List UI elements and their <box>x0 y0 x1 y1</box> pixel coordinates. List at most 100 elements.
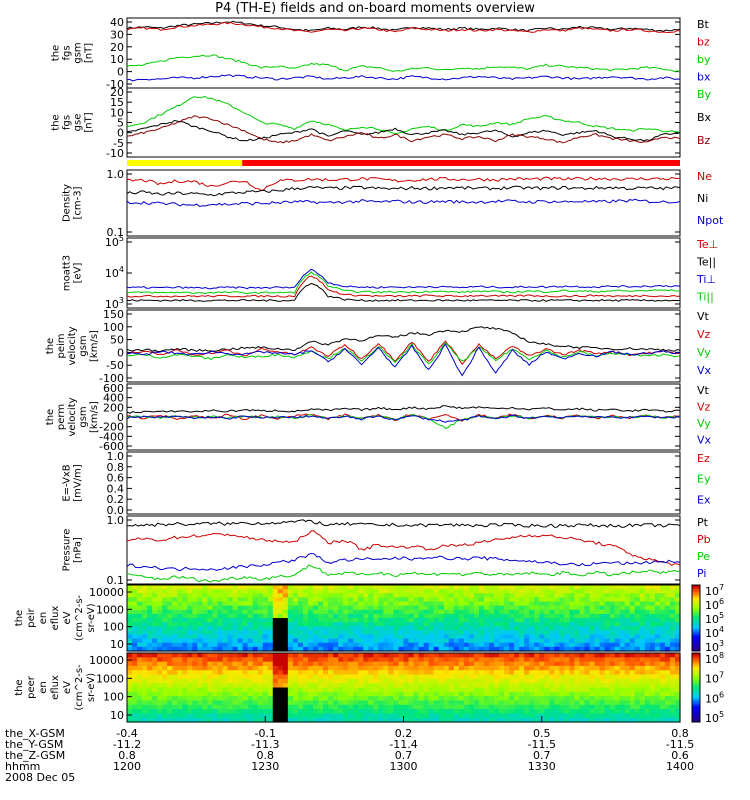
spectrogram-cell <box>227 585 234 590</box>
spectrogram-cell <box>172 683 178 689</box>
spectrogram-cell <box>333 646 339 652</box>
spectrogram-cell <box>393 704 400 710</box>
spectrogram-cell <box>252 687 259 693</box>
spectrogram-cell <box>418 626 425 631</box>
spectrogram-cell <box>182 687 188 693</box>
spectrogram-cell <box>413 653 420 658</box>
spectrogram-cell <box>614 618 621 623</box>
spectrogram-cell <box>478 646 485 652</box>
colorbar-cell <box>692 637 700 641</box>
spectrogram-cell <box>549 696 555 702</box>
spectrogram-cell <box>544 609 550 615</box>
spectrogram-cell <box>478 593 485 598</box>
spectrogram-cell <box>468 661 475 667</box>
spectrogram-cell <box>544 630 550 636</box>
spectrogram-cell <box>559 609 565 615</box>
spectrogram-cell <box>252 674 259 680</box>
spectrogram-cell <box>267 717 274 723</box>
spectrogram-cell <box>544 661 550 667</box>
spectrogram-cell <box>242 683 249 689</box>
colorbar-cell <box>692 692 700 695</box>
spectrogram-cell <box>363 678 369 684</box>
spectrogram-cell <box>514 674 520 680</box>
spectrogram-cell <box>589 634 596 640</box>
spectrogram-cell <box>403 674 410 680</box>
spectrogram-cell <box>458 674 465 680</box>
spectrogram-cell <box>328 661 334 667</box>
spectrogram-cell <box>589 683 596 689</box>
spectrogram-cell <box>554 665 560 671</box>
spectrogram-cell <box>227 683 234 689</box>
spectrogram-cell <box>313 630 319 636</box>
spectrogram-cell <box>348 657 354 663</box>
spectrogram-cell <box>212 638 219 644</box>
spectrogram-cell <box>323 605 329 611</box>
spectrogram-cell <box>227 657 234 663</box>
spectrogram-cell <box>579 613 586 619</box>
spectrogram-cell <box>297 670 304 676</box>
spectrogram-cell <box>217 661 224 667</box>
spectrogram-cell <box>177 657 183 663</box>
spectrogram-cell <box>237 700 244 706</box>
spectrogram-cell <box>468 704 475 710</box>
spectrogram-cell <box>313 661 319 667</box>
spectrogram-cell <box>483 646 490 652</box>
spectrogram-cell <box>393 613 400 619</box>
series-line-te <box>126 282 681 302</box>
spectrogram-cell <box>544 717 550 723</box>
spectrogram-cell <box>257 661 264 667</box>
spectrogram-cell <box>443 622 450 627</box>
mode-bar-segment <box>242 160 681 166</box>
spectrogram-cell <box>338 717 344 723</box>
y-tick-label: 40 <box>110 16 124 29</box>
spectrogram-cell <box>313 634 319 640</box>
spectrogram-cell <box>358 605 364 611</box>
spectrogram-cell <box>473 657 480 663</box>
spectrogram-cell <box>539 683 545 689</box>
spectrogram-cell <box>413 593 420 598</box>
spectrogram-cell <box>584 622 591 627</box>
y-tick-label: 10000 <box>89 586 124 599</box>
spectrogram-cell <box>559 678 565 684</box>
spectrogram-cell <box>493 691 500 697</box>
date-label: 2008 Dec 05 <box>5 771 75 784</box>
spectrogram-cell <box>277 638 284 644</box>
spectrogram-cell <box>649 589 656 594</box>
spectrogram-cell <box>207 601 214 607</box>
spectrogram-cell <box>448 709 455 714</box>
spectrogram-cell <box>313 585 319 590</box>
spectrogram-cell <box>383 717 390 723</box>
spectrogram-cell <box>262 622 269 627</box>
spectrogram-cell <box>202 696 209 702</box>
spectrogram-cell <box>438 683 445 689</box>
spectrogram-cell <box>287 670 294 676</box>
spectrogram-cell <box>353 704 359 710</box>
spectrogram-cell <box>423 593 430 598</box>
spectrogram-cell <box>152 622 158 627</box>
spectrogram-cell <box>413 585 420 590</box>
spectrogram-cell <box>433 717 440 723</box>
spectrogram-cell <box>614 634 621 640</box>
spectrogram-cell <box>524 661 530 667</box>
spectrogram-cell <box>262 626 269 631</box>
spectrogram-cell <box>287 642 294 648</box>
spectrogram-cell <box>609 713 616 719</box>
spectrogram-cell <box>242 661 249 667</box>
spectrogram-cell <box>594 717 601 723</box>
spectrogram-cell <box>187 585 193 590</box>
spectrogram-cell <box>383 642 390 648</box>
spectrogram-cell <box>297 704 304 710</box>
spectrogram-cell <box>458 642 465 648</box>
spectrogram-cell <box>674 678 681 684</box>
spectrogram-cell <box>639 657 646 663</box>
spectrogram-cell <box>127 678 133 684</box>
spectrogram-cell <box>579 634 586 640</box>
spectrogram-cell <box>504 670 510 676</box>
spectrogram-cell <box>654 674 661 680</box>
colorbar-cell <box>692 682 700 686</box>
spectrogram-cell <box>328 618 334 623</box>
spectrogram-cell <box>639 589 646 594</box>
spectrogram-cell <box>393 646 400 652</box>
spectrogram-cell <box>378 585 384 590</box>
spectrogram-cell <box>664 638 671 644</box>
